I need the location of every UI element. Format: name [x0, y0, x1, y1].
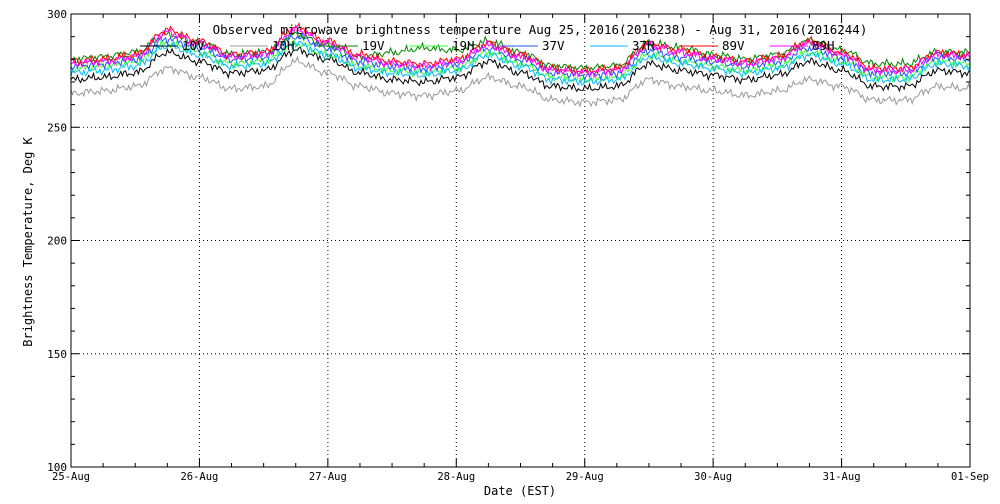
legend: 10V 10H 19V 19H 37V 37H 89V 89H [140, 38, 835, 53]
series-line-37h [70, 39, 971, 87]
axis-ticks: 100 150 200 250 300 25-Aug 26-Aug 27-Aug 28-Aug 2… [47, 8, 989, 483]
legend-label-10v: 10V [182, 38, 205, 53]
x-tick-label: 26-Aug [180, 471, 218, 483]
y-tick-label: 150 [47, 348, 67, 361]
y-tick-label: 250 [47, 121, 67, 134]
y-tick-label: 100 [47, 461, 67, 474]
x-tick-label: 01-Sep [951, 471, 989, 483]
y-tick-label: 200 [47, 235, 67, 248]
y-axis-label: Brightness Temperature, Deg K [21, 136, 35, 346]
legend-label-89h: 89H [812, 38, 835, 53]
series-line-10h [70, 55, 971, 108]
x-axis-label: Date (EST) [484, 484, 556, 498]
x-tick-label: 29-Aug [566, 471, 604, 483]
series-line-37v [70, 31, 971, 82]
x-tick-label: 25-Aug [52, 471, 90, 483]
series-line-89h [70, 23, 971, 79]
legend-label-19h: 19H [452, 38, 475, 53]
x-tick-label: 30-Aug [694, 471, 732, 483]
x-tick-label: 28-Aug [437, 471, 475, 483]
legend-label-10h: 10H [272, 38, 295, 53]
legend-label-37h: 37H [632, 38, 655, 53]
chart-title: Observed microwave brightness temperatur… [213, 22, 868, 37]
y-tick-label: 300 [47, 8, 67, 21]
legend-label-37v: 37V [542, 38, 565, 53]
x-tick-label: 27-Aug [309, 471, 347, 483]
legend-label-19v: 19V [362, 38, 385, 53]
series-lines [70, 21, 971, 108]
series-line-10v [70, 46, 971, 93]
x-tick-label: 31-Aug [823, 471, 861, 483]
legend-label-89v: 89V [722, 38, 745, 53]
